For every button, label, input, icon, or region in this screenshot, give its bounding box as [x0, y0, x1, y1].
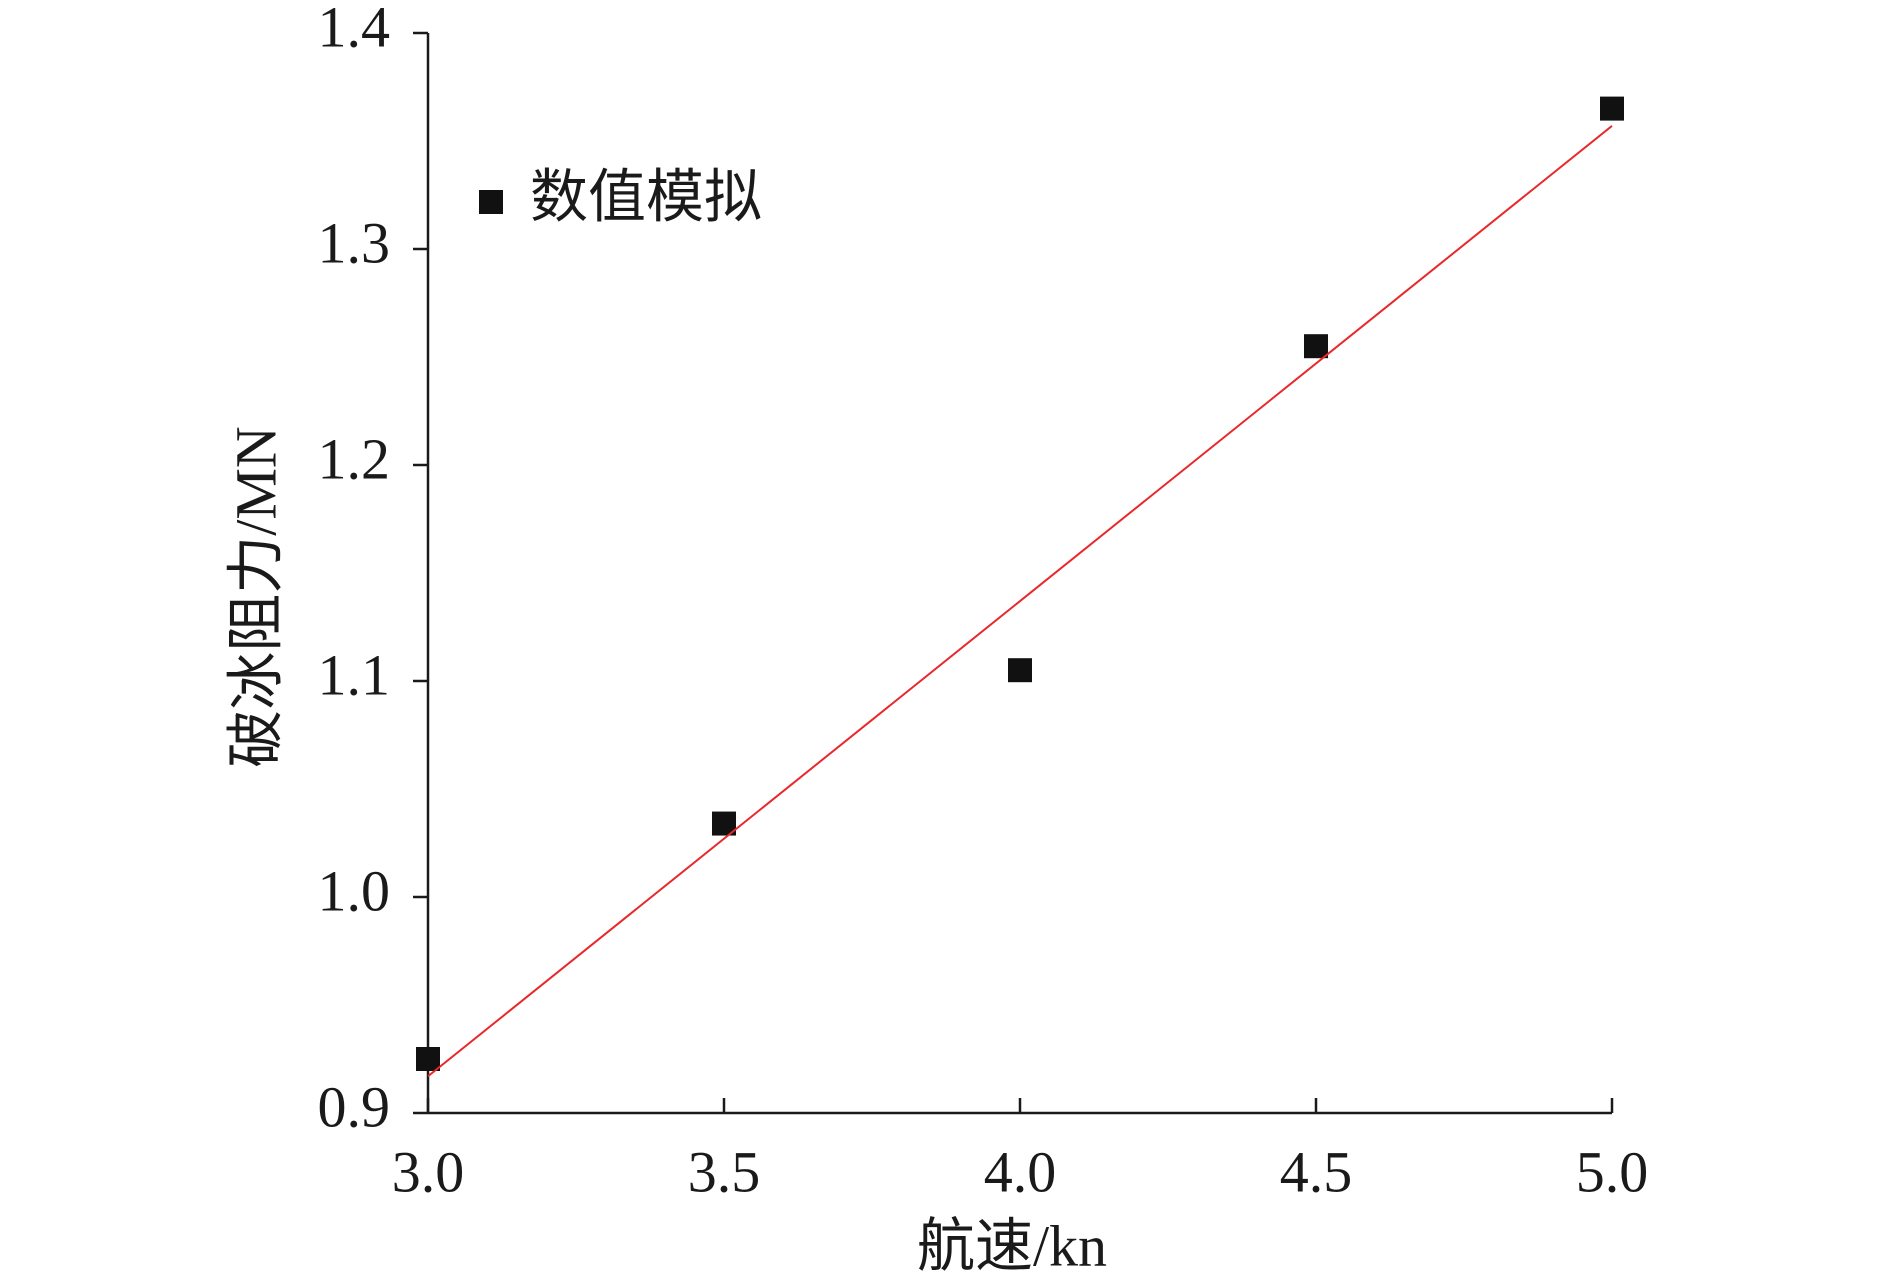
x-tick-label: 3.5 — [688, 1139, 761, 1204]
point — [416, 1047, 440, 1071]
x-tick-label: 4.0 — [984, 1139, 1057, 1204]
y-tick-label: 1.2 — [318, 426, 391, 491]
point — [1008, 658, 1032, 683]
x-tick-label: 4.5 — [1280, 1139, 1353, 1204]
y-tick-label: 0.9 — [318, 1074, 391, 1139]
legend-marker — [479, 190, 503, 214]
legend-label: 数值模拟 — [530, 164, 762, 229]
x-tick-label: 5.0 — [1576, 1139, 1649, 1204]
y-tick-label: 1.0 — [318, 858, 391, 923]
x-axis-title: 航速/kn — [917, 1213, 1107, 1278]
y-tick-label: 1.4 — [318, 0, 391, 59]
y-axis-title: 破冰阻力/MN — [223, 426, 288, 768]
x-tick-label: 3.0 — [392, 1139, 465, 1204]
y-tick-label: 1.3 — [318, 210, 391, 275]
point — [1600, 96, 1624, 121]
fit-line — [427, 125, 1613, 1078]
point — [1304, 334, 1328, 359]
y-tick-label: 1.1 — [318, 642, 391, 707]
